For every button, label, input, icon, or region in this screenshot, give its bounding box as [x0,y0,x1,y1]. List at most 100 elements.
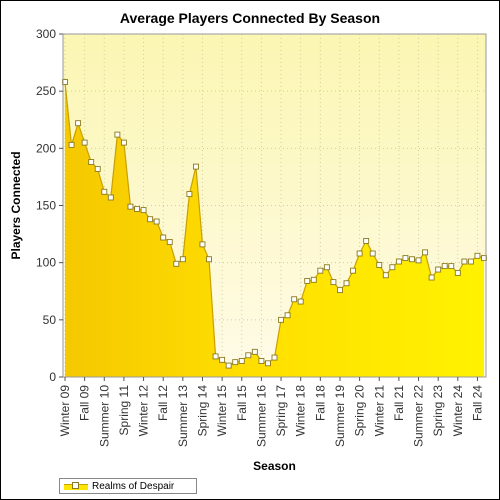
x-tick-label: Winter 24 [451,385,465,437]
data-point [192,163,199,170]
x-tick-label: Summer 13 [176,385,190,447]
data-point [409,256,415,263]
data-point [160,234,167,241]
data-point [219,356,226,363]
data-point [258,358,265,364]
x-tick-label: Spring 14 [195,385,209,437]
data-point [107,194,114,201]
data-point [395,258,402,265]
data-point [474,252,481,259]
y-tick-label: 50 [43,313,57,327]
data-point [304,278,311,284]
legend-label: Realms of Despair [92,480,175,492]
x-tick-label: Summer 22 [412,385,426,447]
y-tick-label: 200 [36,141,56,155]
data-point [343,280,350,287]
data-point [428,274,435,281]
data-point [153,218,160,225]
data-point [337,287,343,294]
data-point [120,139,127,146]
data-point [441,263,448,270]
data-point [415,257,422,264]
y-tick-label: 0 [49,370,56,384]
data-point [140,207,147,214]
data-point [454,270,461,276]
x-tick-label: Winter 18 [294,385,308,437]
x-tick-label: Spring 20 [353,385,367,437]
data-point [389,264,396,271]
data-point [225,362,232,369]
data-point [382,272,389,279]
data-point [422,249,429,256]
y-axis-title: Players Connected [9,151,23,259]
data-point [297,298,304,305]
x-tick-label: Winter 15 [215,385,229,437]
x-tick-label: Fall 21 [392,385,406,421]
data-point [310,276,317,283]
x-tick-label: Fall 24 [470,385,484,421]
data-point [101,188,108,195]
x-tick-label: Fall 09 [78,385,92,421]
data-point [232,359,239,366]
x-tick-label: Summer 16 [254,385,268,447]
x-tick-label: Winter 09 [58,385,72,437]
x-tick-label: Summer 19 [333,385,347,447]
data-point [68,141,75,148]
data-point [186,191,193,198]
series-area [65,82,484,377]
data-point [127,203,134,210]
x-tick-label: Winter 21 [372,385,386,437]
data-point [179,256,186,263]
x-tick-label: Fall 18 [313,385,327,421]
x-tick-label: Summer 10 [97,385,111,447]
data-point [350,267,357,274]
data-point [134,205,140,212]
data-point [323,264,330,271]
data-point [435,266,442,273]
data-point [212,353,219,360]
legend: Realms of Despair [59,478,197,494]
data-point [251,348,258,355]
data-point [278,316,284,323]
data-point [81,139,88,146]
y-tick-label: 300 [36,27,56,41]
data-point [271,354,278,361]
data-point [369,250,376,257]
data-point [402,255,409,262]
y-tick-label: 100 [36,256,56,270]
data-point [467,258,474,265]
data-point [448,263,455,270]
data-point [461,258,468,265]
y-tick-label: 250 [36,84,56,98]
data-point [94,165,101,172]
x-tick-label: Spring 11 [117,385,131,436]
x-axis-title: Season [253,459,296,473]
data-point [206,256,212,263]
data-point [245,352,252,359]
data-point [173,260,180,267]
x-tick-label: Fall 12 [156,385,170,421]
data-point [166,239,173,246]
data-point [356,250,363,257]
x-tick-label: Spring 17 [274,385,288,437]
data-point [284,312,291,319]
data-point [363,237,370,244]
data-point [291,296,298,303]
data-point [75,120,82,127]
data-point [238,358,245,364]
data-point [114,131,121,138]
x-tick-label: Winter 12 [137,385,151,437]
data-point [317,267,324,274]
data-point [330,279,337,286]
chart-title: Average Players Connected By Season [119,10,381,26]
data-point [147,216,154,223]
data-point [88,159,95,166]
data-point [376,262,383,268]
data-point [199,241,206,248]
legend-swatch [64,481,88,491]
y-tick-label: 150 [36,199,56,213]
x-tick-label: Fall 15 [235,385,249,421]
x-tick-label: Spring 23 [431,385,445,437]
